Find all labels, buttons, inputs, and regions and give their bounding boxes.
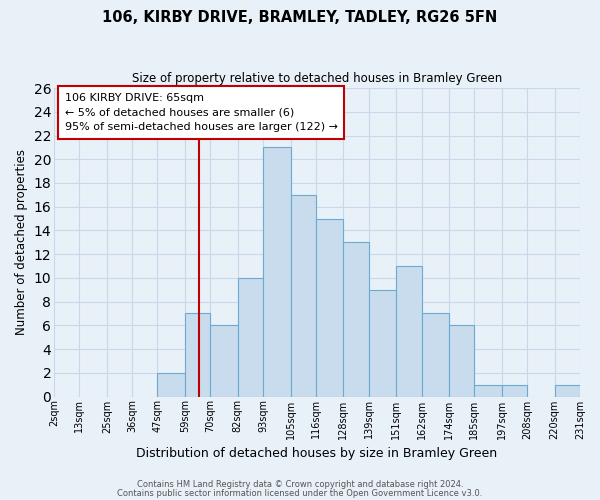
Bar bbox=[157, 373, 185, 396]
Text: 106, KIRBY DRIVE, BRAMLEY, TADLEY, RG26 5FN: 106, KIRBY DRIVE, BRAMLEY, TADLEY, RG26 … bbox=[103, 10, 497, 25]
Bar bbox=[263, 148, 290, 396]
Bar bbox=[555, 384, 580, 396]
Bar bbox=[185, 314, 210, 396]
Bar bbox=[502, 384, 527, 396]
Text: Contains public sector information licensed under the Open Government Licence v3: Contains public sector information licen… bbox=[118, 489, 482, 498]
Bar bbox=[422, 314, 449, 396]
Bar bbox=[449, 326, 475, 396]
Title: Size of property relative to detached houses in Bramley Green: Size of property relative to detached ho… bbox=[132, 72, 502, 86]
Bar bbox=[238, 278, 263, 396]
Y-axis label: Number of detached properties: Number of detached properties bbox=[15, 150, 28, 336]
Bar bbox=[316, 218, 343, 396]
X-axis label: Distribution of detached houses by size in Bramley Green: Distribution of detached houses by size … bbox=[136, 447, 497, 460]
Bar bbox=[290, 195, 316, 396]
Bar bbox=[475, 384, 502, 396]
Bar bbox=[396, 266, 422, 396]
Bar bbox=[210, 326, 238, 396]
Bar bbox=[369, 290, 396, 397]
Text: 106 KIRBY DRIVE: 65sqm
← 5% of detached houses are smaller (6)
95% of semi-detac: 106 KIRBY DRIVE: 65sqm ← 5% of detached … bbox=[65, 92, 338, 132]
Bar bbox=[343, 242, 369, 396]
Text: Contains HM Land Registry data © Crown copyright and database right 2024.: Contains HM Land Registry data © Crown c… bbox=[137, 480, 463, 489]
